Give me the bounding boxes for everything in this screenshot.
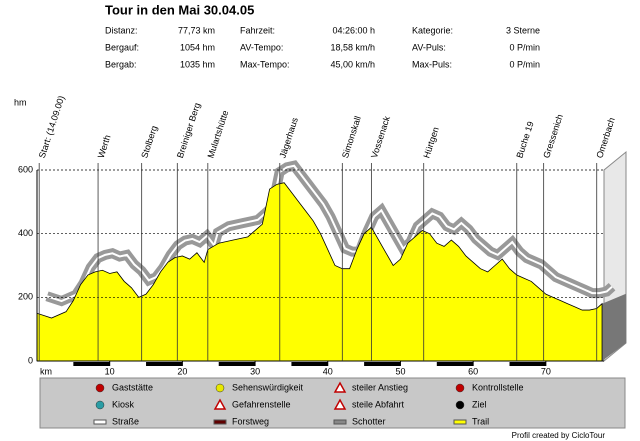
waypoint-label: Omerbach: [594, 116, 616, 159]
waypoint-label: Buche 19: [514, 120, 535, 159]
x-tick-label: 10: [105, 366, 115, 376]
waypoint-label: Mulartshütte: [205, 109, 230, 159]
chart-title: Tour in den Mai 30.04.05: [105, 2, 254, 17]
legend-label: Ziel: [472, 399, 487, 409]
km-segment: [73, 362, 110, 366]
legend-label: Trail: [472, 416, 489, 426]
stat-label: Distanz:: [105, 25, 138, 35]
legend-label: steile Abfahrt: [352, 399, 405, 409]
y-tick-label: 600: [18, 164, 33, 174]
stat-value: 1035 hm: [180, 59, 215, 69]
legend-icon: [95, 383, 105, 393]
stat-value: 04:26:00 h: [332, 25, 375, 35]
legend-label: Gaststätte: [112, 382, 153, 392]
legend-icon: [215, 383, 225, 393]
legend-label: steiler Anstieg: [352, 382, 408, 392]
legend-label: Sehenswürdigkeit: [232, 382, 304, 392]
profile-area: [36, 182, 603, 362]
legend-icon: [333, 398, 347, 410]
stat-value: 3 Sterne: [506, 25, 540, 35]
stat-label: Max-Tempo:: [240, 59, 290, 69]
km-segment: [436, 362, 474, 366]
legend-label: Straße: [112, 416, 139, 426]
stat-value: 45,00 km/h: [330, 59, 375, 69]
y-tick-label: 0: [28, 355, 33, 365]
y-tick-label: 200: [18, 292, 33, 302]
legend-icon: [455, 400, 465, 410]
km-segment: [364, 362, 401, 366]
x-tick-label: 20: [177, 366, 187, 376]
stat-value: 0 P/min: [509, 42, 540, 52]
stat-label: AV-Tempo:: [240, 42, 283, 52]
profile-side: [602, 293, 626, 361]
legend-icon: [213, 419, 227, 425]
legend-label: Gefahrenstelle: [232, 399, 291, 409]
x-axis-label: km: [40, 366, 52, 376]
stat-label: Bergauf:: [105, 42, 139, 52]
km-segment: [146, 362, 183, 366]
waypoint-label: Gressenich: [541, 113, 565, 159]
waypoint-label: Hürtgen: [421, 126, 440, 160]
legend-icon: [455, 383, 465, 393]
x-tick-label: 30: [250, 366, 260, 376]
stat-label: Fahrzeit:: [240, 25, 275, 35]
waypoint-label: Vossenack: [369, 114, 392, 159]
waypoint-label: Simonskall: [340, 115, 363, 159]
stat-value: 77,73 km: [178, 25, 215, 35]
stat-value: 18,58 km/h: [330, 42, 375, 52]
km-segment: [218, 362, 256, 366]
stat-label: AV-Puls:: [412, 42, 446, 52]
legend-box: [39, 377, 626, 429]
waypoint-label: Jägerhaus: [277, 116, 300, 160]
x-tick-label: 40: [323, 366, 333, 376]
legend-icon: [93, 419, 107, 425]
legend-label: Kiosk: [112, 399, 135, 409]
profile-shadow-road: [46, 164, 613, 303]
y-tick-label: 400: [18, 228, 33, 238]
legend-label: Kontrollstelle: [472, 382, 524, 392]
stat-label: Kategorie:: [412, 25, 453, 35]
legend-label: Forstweg: [232, 416, 269, 426]
legend-icon: [453, 419, 467, 425]
legend-icon: [95, 400, 105, 410]
x-tick-label: 50: [395, 366, 405, 376]
x-tick-label: 60: [468, 366, 478, 376]
legend-label: Schotter: [352, 416, 386, 426]
stat-label: Max-Puls:: [412, 59, 452, 69]
km-segment: [509, 362, 546, 366]
x-tick-label: 70: [541, 366, 551, 376]
footer: Profil created by CicloTour: [512, 431, 606, 440]
stat-label: Bergab:: [105, 59, 137, 69]
legend-icon: [333, 381, 347, 393]
stat-value: 1054 hm: [180, 42, 215, 52]
waypoint-label: Start: (14.09.00): [37, 94, 67, 159]
legend-icon: [213, 398, 227, 410]
waypoint-label: Breiniger Berg: [175, 102, 202, 160]
legend-icon: [333, 419, 347, 425]
waypoint-label: Werth: [96, 134, 113, 160]
waypoint-label: Stolberg: [139, 124, 159, 159]
y-axis-label: hm: [14, 97, 27, 107]
km-segment: [291, 362, 328, 366]
stat-value: 0 P/min: [509, 59, 540, 69]
